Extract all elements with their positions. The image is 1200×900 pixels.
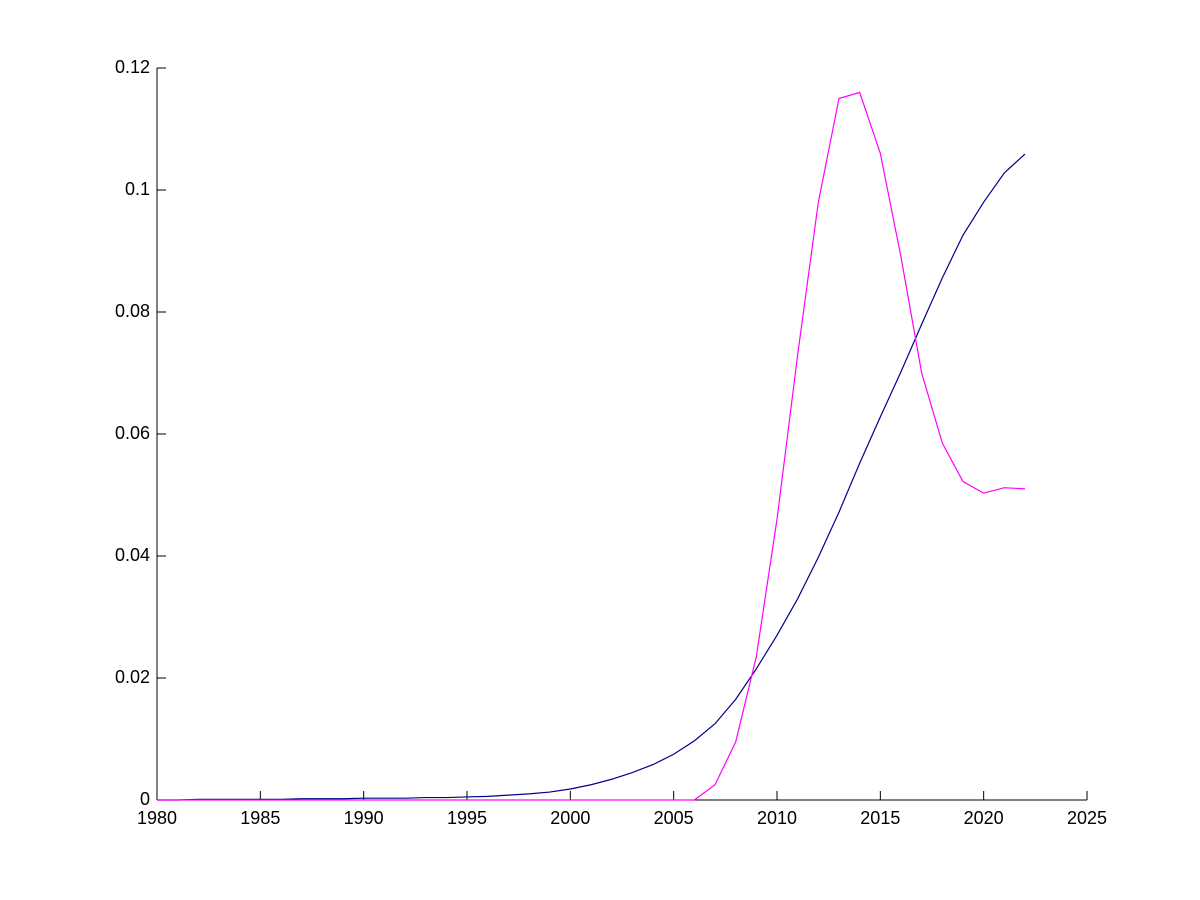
y-tick-label: 0.08	[115, 301, 150, 321]
x-tick-label: 2010	[757, 808, 797, 828]
y-tick-label: 0.12	[115, 57, 150, 77]
x-tick-label: 2025	[1067, 808, 1107, 828]
x-tick-label: 1995	[447, 808, 487, 828]
y-tick-label: 0.02	[115, 667, 150, 687]
x-tick-label: 2015	[860, 808, 900, 828]
y-tick-label: 0	[140, 789, 150, 809]
y-tick-label: 0.04	[115, 545, 150, 565]
x-tick-label: 2000	[550, 808, 590, 828]
x-tick-label: 1980	[137, 808, 177, 828]
x-tick-label: 1985	[240, 808, 280, 828]
x-tick-label: 2005	[654, 808, 694, 828]
x-tick-label: 1990	[344, 808, 384, 828]
y-tick-label: 0.06	[115, 423, 150, 443]
series-line	[157, 153, 1026, 801]
series-line	[157, 91, 1026, 801]
x-tick-label: 2020	[964, 808, 1004, 828]
y-tick-label: 0.1	[125, 179, 150, 199]
